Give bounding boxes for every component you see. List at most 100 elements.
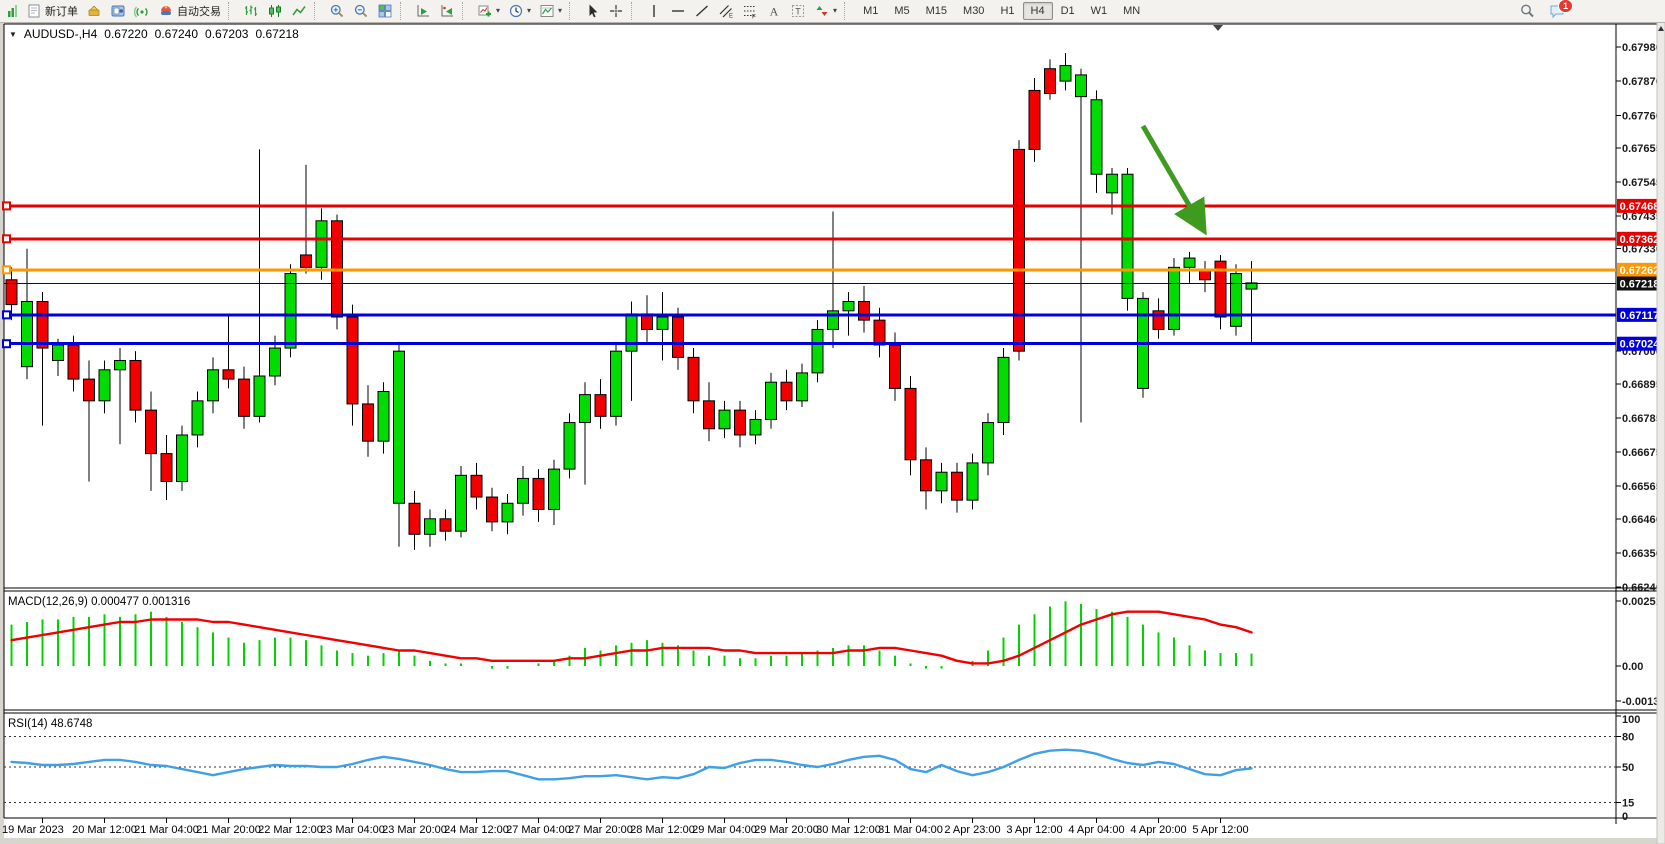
svg-text:19 Mar 2023: 19 Mar 2023 [2,824,64,836]
zoom-out-button[interactable] [349,1,373,21]
navigator-icon-icon [111,5,125,17]
symbol-dropdown-icon[interactable]: ▼ [9,29,17,39]
timeframe-d1-button[interactable]: D1 [1053,2,1083,20]
chevron-down-icon: ▾ [833,6,838,15]
text-icon: A [770,5,779,19]
level-line-0.67117[interactable]: 0.67117 [2,307,1662,322]
chart-title: ▼ AUDUSD-,H4 0.67220 0.67240 0.67203 0.6… [9,27,299,41]
bear-candle [858,300,870,321]
timeframe-m1-button[interactable]: M1 [855,2,886,20]
price-badge-label: 0.67024 [1620,339,1661,351]
bar-chart-button[interactable] [239,1,263,21]
level-line-0.67024[interactable]: 0.67024 [2,336,1662,351]
bear-candle [780,381,793,402]
bear-candle [439,518,452,532]
timeframe-h1-button[interactable]: H1 [992,2,1022,20]
chart-shift-marker[interactable] [1213,25,1223,31]
text-label-button[interactable]: T [786,1,810,21]
svg-text:0.66675: 0.66675 [1622,447,1662,459]
bull-candle [253,375,266,417]
search-button[interactable] [1515,1,1539,21]
svg-text:0: 0 [1622,811,1628,823]
line-chart-icon [292,6,306,16]
fibonacci-button[interactable]: F [738,1,762,21]
level-line-0.67362[interactable]: 0.67362 [2,231,1662,246]
level-line-0.67468[interactable]: 0.67468 [2,198,1662,213]
signals-icon[interactable] [130,1,154,21]
pane-borders [3,23,1657,824]
bull-candle [455,474,467,532]
bull-candle [749,418,762,436]
bull-candle [21,300,33,368]
gold-diamond-icon[interactable] [82,1,106,21]
quote-high: 0.67240 [154,27,199,41]
indicators-button[interactable]: ▾ [473,1,504,21]
bull-candle [424,518,436,535]
trend-arrow-annotation[interactable] [1140,124,1207,236]
svg-text:29 Mar 04:00: 29 Mar 04:00 [692,824,757,836]
bull-candle [207,369,219,402]
price-badge-label: 0.67468 [1620,201,1660,213]
auto-scroll-button[interactable] [411,1,435,21]
search-icon [1521,4,1534,18]
svg-text:4 Apr 20:00: 4 Apr 20:00 [1130,824,1186,836]
toolbar-separator [228,2,235,20]
svg-text:24 Mar 12:00: 24 Mar 12:00 [444,824,509,836]
svg-text:100: 100 [1622,714,1640,726]
channel-button[interactable]: E [714,1,738,21]
bear-candle [346,316,359,405]
line-chart-button[interactable] [287,1,311,21]
tile-windows-button[interactable] [373,1,397,21]
price-badge [1617,276,1662,291]
bull-candle [563,422,576,470]
new-order-button[interactable]: 新订单 [22,1,82,21]
bear-candle [532,477,545,510]
bull-candle [656,316,669,330]
market-watch-icon[interactable] [2,1,22,21]
auto-trading-button[interactable]: 自动交易 [154,1,225,21]
text-button[interactable]: A [762,1,786,21]
bull-candle [114,359,126,371]
bull-candle [610,350,622,417]
vertical-line-button[interactable] [642,1,666,21]
scroll-up-icon[interactable] [1658,26,1664,31]
crosshair-button[interactable] [604,1,628,21]
arrows-button[interactable]: ▾ [810,1,841,21]
timeframe-h4-button[interactable]: H4 [1022,2,1053,20]
bull-candle [935,471,948,492]
price-badge [1617,262,1662,277]
templates-icon [540,5,554,17]
cursor-button[interactable] [580,1,604,21]
zoom-in-button[interactable] [325,1,349,21]
bear-candle [160,453,173,483]
timeframe-mn-button[interactable]: MN [1115,2,1148,20]
macd-pane: 0.002513 0.00 -0.00135 MACD(12,26,9) 0.0004… [8,596,1665,708]
price-badge [1617,198,1662,213]
timeframe-m5-button[interactable]: M5 [886,2,917,20]
bull-candle [315,220,328,268]
templates-button[interactable]: ▾ [535,1,566,21]
trendline-icon [696,5,709,17]
scrollbar-strip[interactable] [1656,21,1665,844]
chart-shift-button[interactable] [435,1,459,21]
candlestick-chart-button[interactable] [263,1,287,21]
bear-candle [238,378,250,417]
periods-button[interactable]: ▾ [504,1,535,21]
timeframe-w1-button[interactable]: W1 [1083,2,1116,20]
svg-text:4 Apr 04:00: 4 Apr 04:00 [1068,824,1124,836]
bear-candle [5,279,18,306]
navigator-icon[interactable] [106,1,130,21]
timeframe-m15-button[interactable]: M15 [918,2,955,20]
level-line-0.67262[interactable]: 0.67262 [2,262,1662,277]
timeframe-m30-button[interactable]: M30 [955,2,992,20]
trendline-button[interactable] [690,1,714,21]
notifications-button[interactable]: 1 [1545,0,1573,21]
chevron-down-icon: ▾ [496,6,501,15]
bear-candle [362,403,374,442]
horizontal-line-button[interactable] [666,1,690,21]
periods-icon [509,4,523,18]
toolbar-separator [844,2,851,20]
bear-candle [67,344,80,380]
